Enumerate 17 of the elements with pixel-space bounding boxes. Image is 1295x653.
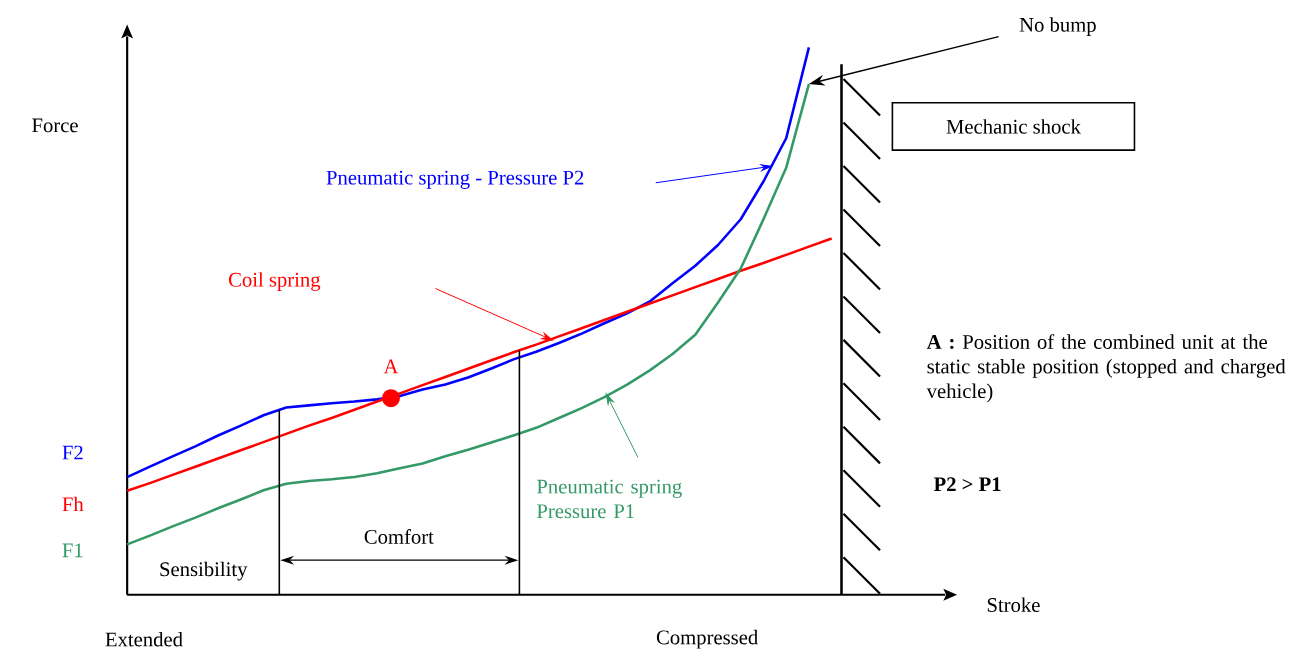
text: F1	[62, 543, 83, 558]
text: A : Position of the combined unit at the static stable position (stopped and charged vehicle)	[926, 334, 1286, 403]
text: Stroke	[987, 597, 1040, 612]
text: Coil spring	[229, 272, 321, 291]
text: Extended	[105, 631, 183, 647]
annotation: Sensibility	[160, 561, 248, 581]
text: Fh	[62, 496, 84, 511]
annotation: Comfort	[364, 529, 434, 544]
text: Pneumatic spring - Pressure P2	[326, 170, 584, 189]
text: P2 > P1	[933, 477, 1001, 491]
text: Mechanic shock	[946, 119, 1081, 134]
y-axis-title: Force	[32, 118, 78, 133]
text: Pneumatic spring Pressure P1	[537, 479, 682, 519]
text: Compressed	[656, 629, 758, 649]
text: No bump	[1019, 17, 1096, 36]
annotation: A	[383, 359, 399, 374]
text: F2	[62, 445, 83, 460]
